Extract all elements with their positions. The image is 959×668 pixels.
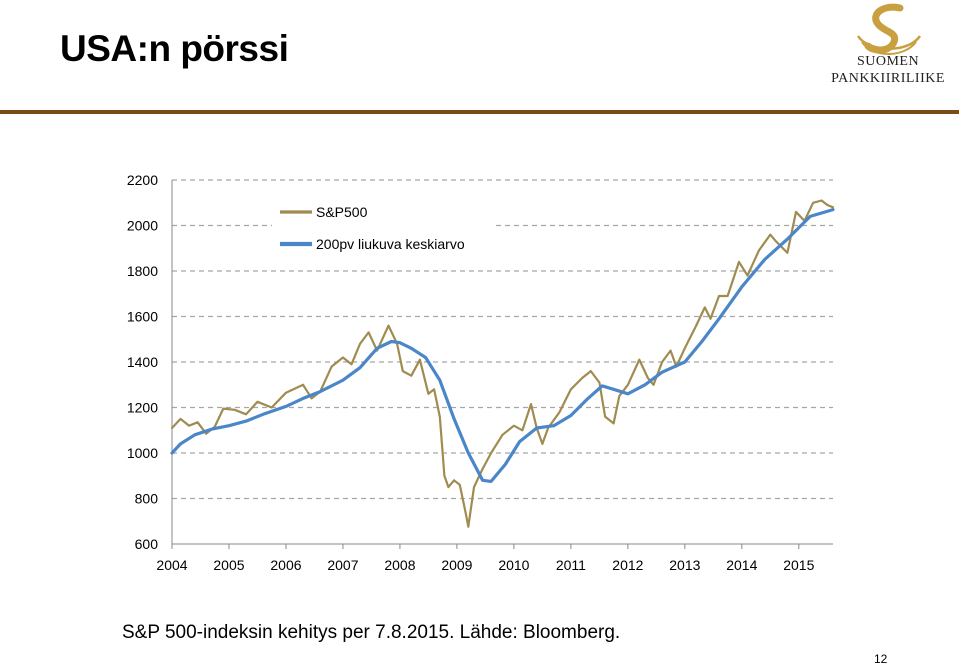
y-tick-label: 800 [135,491,159,507]
x-tick-label: 2013 [669,557,700,573]
logo-line2: PANKKIIRILIIKE [831,71,945,86]
slide-title: USA:n pörssi [60,28,289,69]
x-tick-label: 2011 [556,557,586,573]
x-tick-label: 2008 [384,557,415,573]
x-tick-label: 2012 [612,557,643,573]
axis-layer: 2200 2000 1800 1600 1400 1200 1000 800 600 2004 20… [127,172,833,573]
title-divider [0,110,959,114]
y-tick-label: 1200 [127,400,158,416]
x-tick-label: 2009 [441,557,472,573]
x-tick-label: 2015 [783,557,814,573]
y-tick-label: 600 [135,536,159,552]
y-tick-label: 2000 [127,218,158,234]
x-tick-label: 2007 [327,557,358,573]
legend-label: S&P500 [316,204,368,220]
y-tick-label: 2200 [127,172,158,188]
chart-canvas: 2200 2000 1800 1600 1400 1200 1000 800 600 2004 20… [127,172,835,573]
suomen-pankkiiriliike-logo: SUOMEN PANKKIIRILIIKE [828,2,948,97]
page-number: 12 [874,652,888,666]
x-tick-label: 2004 [156,557,187,573]
y-tick-label: 1400 [127,354,158,370]
grid-layer [172,179,833,500]
logo-emblem-icon [856,3,922,55]
y-tick-label: 1000 [127,445,158,461]
legend-background [272,196,492,258]
legend-label: 200pv liukuva keskiarvo [316,236,465,252]
x-tick-label: 2014 [726,557,757,573]
x-tick-label: 2010 [498,557,529,573]
x-tick-label: 2005 [213,557,244,573]
legend: S&P500 200pv liukuva keskiarvo [272,196,492,258]
y-tick-label: 1800 [127,263,158,279]
chart-caption: S&P 500-indeksin kehitys per 7.8.2015. L… [122,622,621,643]
sp500-chart: 2200 2000 1800 1600 1400 1200 1000 800 600 2004 20… [100,160,860,595]
y-tick-label: 1600 [127,309,158,325]
logo-line1: SUOMEN [856,54,920,69]
series-line-ma200 [170,208,835,483]
series-line-sp500 [170,199,835,528]
x-tick-label: 2006 [270,557,301,573]
series-layer [170,199,835,528]
